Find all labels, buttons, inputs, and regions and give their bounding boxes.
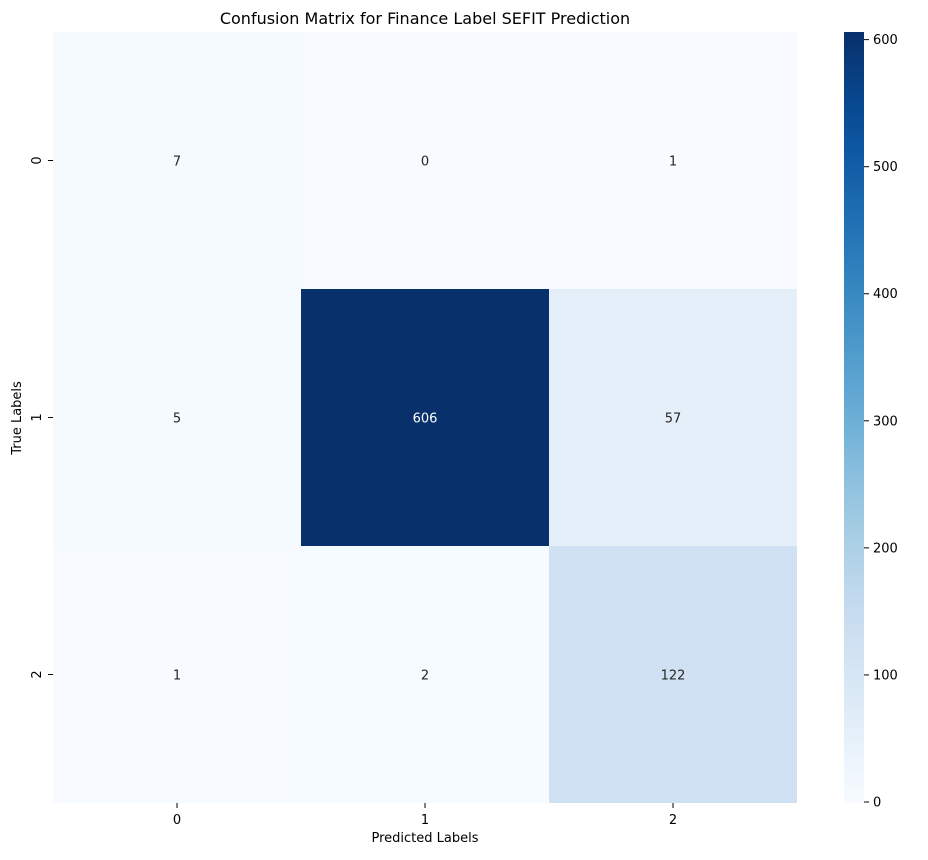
cell-value-label: 606	[413, 412, 438, 427]
heatmap-cell	[301, 546, 549, 803]
colorbar: 0 100 200 300 400 500 600	[844, 32, 898, 811]
chart-title: Confusion Matrix for Finance Label SEFIT…	[220, 9, 630, 28]
heatmap-cell	[549, 32, 797, 289]
colorbar-tick-label: 400	[873, 287, 898, 302]
colorbar-gradient	[844, 32, 864, 802]
y-tick-label: 1	[30, 413, 45, 421]
y-tick-label: 2	[30, 670, 45, 678]
cell-value-label: 122	[661, 669, 686, 684]
x-tick-label: 1	[421, 813, 429, 828]
colorbar-tick-label: 600	[873, 33, 898, 48]
heatmap-cell	[53, 32, 301, 289]
cell-value-label: 1	[669, 155, 677, 170]
colorbar-ticks: 0 100 200 300 400 500 600	[864, 33, 898, 811]
x-axis-ticks: 0 1 2	[173, 803, 677, 828]
heatmap-cell	[301, 289, 549, 546]
cell-value-label: 57	[665, 412, 682, 427]
heatmap-cells	[53, 32, 797, 803]
cell-value-label: 7	[173, 155, 181, 170]
heatmap-cell	[549, 289, 797, 546]
colorbar-tick-label: 200	[873, 541, 898, 556]
x-tick-label: 0	[173, 813, 181, 828]
y-axis-label: True Labels	[10, 381, 25, 456]
colorbar-tick-label: 0	[873, 796, 881, 811]
cell-value-label: 2	[421, 669, 429, 684]
heatmap-cell	[301, 32, 549, 289]
colorbar-tick-label: 500	[873, 160, 898, 175]
y-tick-label: 0	[30, 156, 45, 164]
cell-value-label: 0	[421, 155, 429, 170]
heatmap-cell	[549, 546, 797, 803]
heatmap-cell	[53, 546, 301, 803]
heatmap-cell-labels: 7 0 1 5 606 57 1 2 122	[173, 155, 686, 684]
y-axis-ticks: 0 1 2	[30, 156, 53, 679]
x-axis-label: Predicted Labels	[371, 831, 478, 846]
x-tick-label: 2	[669, 813, 677, 828]
colorbar-tick-label: 100	[873, 668, 898, 683]
cell-value-label: 1	[173, 669, 181, 684]
colorbar-tick-label: 300	[873, 414, 898, 429]
cell-value-label: 5	[173, 412, 181, 427]
heatmap-cell	[53, 289, 301, 546]
